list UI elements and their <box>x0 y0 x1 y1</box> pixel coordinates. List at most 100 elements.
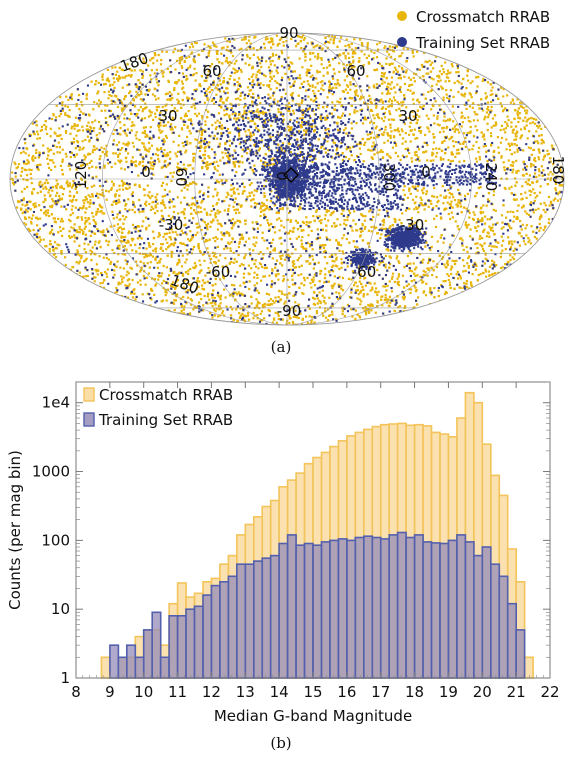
hist-legend-label: Training Set RRAB <box>98 411 233 429</box>
histogram-bar <box>489 563 501 679</box>
histogram-bar <box>439 542 450 679</box>
histogram-bar <box>422 541 433 679</box>
hist-legend-label: Crossmatch RRAB <box>99 386 233 404</box>
x-tick-label: 21 <box>507 683 526 701</box>
histogram-bar <box>134 656 145 679</box>
histogram-bar <box>219 581 230 679</box>
sky-grid <box>9 32 565 326</box>
histogram-bar <box>346 539 357 679</box>
histogram-bar <box>464 541 475 679</box>
x-tick-label: 10 <box>134 683 153 701</box>
x-tick-label: 9 <box>105 683 115 701</box>
histogram-legend: Crossmatch RRAB Training Set RRAB <box>83 386 233 429</box>
histogram-bar <box>159 656 170 679</box>
histogram-bar <box>151 611 162 679</box>
sky-lat-label: 0 <box>273 171 291 181</box>
sky-lon-label: 180 <box>549 156 567 185</box>
histogram-bar <box>210 584 221 679</box>
training-points <box>14 37 564 325</box>
x-tick-label: 15 <box>303 683 322 701</box>
histogram-bar <box>371 536 382 679</box>
histogram-bar <box>388 534 399 679</box>
sky-lon-label: 60 <box>172 167 190 186</box>
sky-lat-label: 30 <box>158 107 177 125</box>
x-tick-label: 11 <box>168 683 187 701</box>
sky-points <box>10 34 564 325</box>
histogram-bar <box>286 534 297 679</box>
histogram-bar <box>472 554 484 679</box>
histogram-bar <box>337 538 348 679</box>
sky-grid-lon <box>286 32 472 326</box>
y-tick-label: 100 <box>41 531 70 549</box>
histogram-bar <box>430 542 441 679</box>
histogram-bar <box>523 656 534 679</box>
x-tick-label: 22 <box>540 683 559 701</box>
y-tick-label: 1e4 <box>42 394 70 412</box>
sky-legend-label: Crossmatch RRAB <box>416 8 550 26</box>
histogram-bar <box>295 544 306 679</box>
y-tick-label: 10 <box>51 600 70 618</box>
histogram-bar <box>303 542 314 679</box>
sky-lat-label: -30 <box>159 216 184 234</box>
histogram-bar <box>447 539 458 679</box>
histogram-bar <box>396 531 407 679</box>
histogram-bar <box>405 536 416 679</box>
x-tick-label: 17 <box>371 683 390 701</box>
x-axis-label: Median G-band Magnitude <box>214 707 412 725</box>
sky-grid-lon <box>102 32 288 326</box>
sky-grid-lon <box>286 32 380 326</box>
sky-lat-label: -90 <box>277 302 302 320</box>
histogram-chart: 8 9 10 11 12 13 14 15 16 17 18 19 20 21 22 1 10 100 1000 1e… <box>6 381 560 725</box>
sky-lon-label: 0 <box>141 163 151 181</box>
histogram-bar <box>456 534 467 679</box>
histogram-bar <box>320 541 331 679</box>
histogram-bar <box>176 615 187 679</box>
caption-b: (b) <box>270 734 292 752</box>
histogram-bar <box>413 534 424 679</box>
histogram-bar <box>329 539 340 679</box>
x-tick-label: 19 <box>439 683 458 701</box>
histogram-bar <box>253 560 264 679</box>
sky-legend-marker <box>397 37 407 47</box>
histogram-bar <box>142 629 153 679</box>
x-tick-label: 8 <box>71 683 81 701</box>
x-tick-label: 13 <box>236 683 255 701</box>
histogram-bar <box>117 656 128 679</box>
histogram-bar <box>379 538 391 679</box>
sky-lat-label: 60 <box>346 62 365 80</box>
sky-lat-label: 0 <box>421 163 431 181</box>
sky-lat-label: -30 <box>400 216 425 234</box>
histogram-bar <box>269 554 281 679</box>
histogram-bar <box>515 629 526 679</box>
histogram-bar <box>202 594 213 679</box>
histogram-bar <box>481 546 492 679</box>
histogram-bar <box>244 563 255 679</box>
histogram-bar <box>126 644 137 679</box>
x-tick-label: 14 <box>270 683 289 701</box>
histogram-bar <box>168 615 179 679</box>
hist-legend-marker <box>83 412 95 427</box>
sky-lon-label: 180 <box>118 49 151 76</box>
sky-legend-label: Training Set RRAB <box>415 34 550 52</box>
histogram-bar <box>261 557 272 679</box>
histogram-bars-training <box>109 531 526 679</box>
histogram-bar <box>185 608 196 679</box>
sky-lat-label: -60 <box>206 263 231 281</box>
histogram-bar <box>498 575 509 679</box>
histogram-bar <box>354 536 365 679</box>
histogram-bar <box>109 644 120 679</box>
y-axis-label: Counts (per mag bin) <box>6 450 24 610</box>
histogram-bar <box>193 605 204 679</box>
histogram-bar <box>362 535 374 679</box>
caption-a: (a) <box>270 338 292 356</box>
y-tick-label: 1000 <box>32 463 70 481</box>
histogram-bar <box>236 563 247 679</box>
sky-lat-label: 90 <box>279 24 298 42</box>
histogram-axes: 8 9 10 11 12 13 14 15 16 17 18 19 20 21 22 1 10 100 1000 1e… <box>6 381 560 725</box>
sky-lon-label: 120 <box>72 161 90 190</box>
x-tick-label: 20 <box>473 683 492 701</box>
histogram-bar <box>278 542 289 679</box>
x-tick-label: 16 <box>337 683 356 701</box>
